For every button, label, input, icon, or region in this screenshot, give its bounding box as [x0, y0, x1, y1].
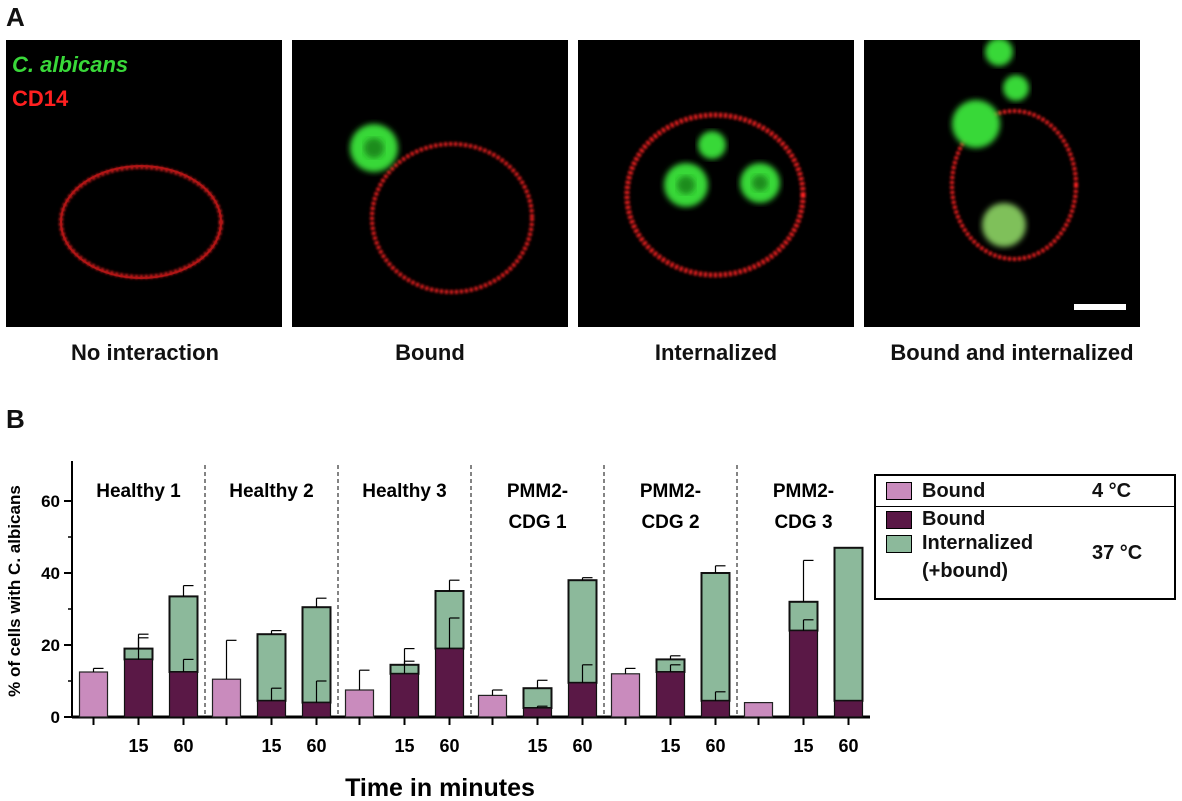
bar-bound-37c [389, 673, 420, 718]
micrograph-no-interaction [6, 40, 282, 327]
caption-no-interaction: No interaction [71, 340, 219, 365]
x-axis-label: Time in minutes [345, 774, 535, 801]
legend-swatch-bound-37c [886, 511, 912, 529]
bar-bound-4c [610, 673, 641, 718]
bar-bound-37c [168, 671, 199, 718]
group-label: PMM2- [773, 481, 834, 502]
bar-bound-37c [788, 629, 819, 718]
x-tick-label: 15 [128, 736, 148, 756]
group-label: CDG 3 [774, 512, 832, 533]
group-label: PMM2- [507, 481, 568, 502]
legend-label-bound-37c: Bound [922, 508, 986, 530]
x-tick-label: 60 [838, 736, 858, 756]
x-tick-label: 60 [705, 736, 725, 756]
bar-bound-37c [567, 682, 598, 718]
bar-bound-37c [123, 658, 154, 718]
bar-bound-37c [301, 701, 332, 718]
y-tick-label: 0 [51, 708, 60, 727]
bar-bound-4c [78, 671, 109, 718]
bar-internalized [700, 572, 731, 702]
y-tick-label: 40 [41, 564, 60, 583]
legend-divider [876, 506, 1174, 507]
group-label: Healthy 3 [362, 481, 446, 502]
group-label: Healthy 2 [229, 481, 313, 502]
legend-temp-37c: 37 °C [1092, 542, 1143, 564]
x-tick-label: 15 [660, 736, 680, 756]
bar-bound-37c [522, 707, 553, 718]
micrograph-bound [292, 40, 568, 327]
caption-internalized: Internalized [654, 340, 778, 365]
x-tick-label: 15 [793, 736, 813, 756]
caption-bound-and-internalized: Bound and internalized [890, 340, 1134, 365]
legend-label-plus-bound: (+bound) [922, 560, 1009, 582]
y-tick-label: 60 [41, 492, 60, 511]
bar-bound-37c [833, 700, 864, 718]
y-axis-label: % of cells with C. albicans [5, 485, 24, 697]
legend-temp-4c: 4 °C [1092, 480, 1132, 502]
group-label: CDG 2 [641, 512, 699, 533]
panel-a-letter: A [6, 2, 25, 32]
chart-legend: Bound 4 °C Bound Internalized (+bound) 3… [874, 474, 1176, 600]
legend-swatch-bound-4c [886, 482, 912, 500]
bar-bound-37c [434, 647, 465, 718]
micrograph-internalized [578, 40, 854, 327]
bar-bound-37c [256, 700, 287, 718]
bar-chart: 0 20 40 60 % of cells with C. albicans Time i… [5, 461, 870, 801]
bar-bound-4c [477, 694, 508, 718]
x-tick-label: 60 [173, 736, 193, 756]
caption-bound: Bound [395, 340, 465, 365]
scale-bar [1074, 304, 1126, 310]
group-label: Healthy 1 [96, 481, 181, 502]
x-tick-label: 15 [394, 736, 414, 756]
legend-label-bound-4c: Bound [922, 480, 986, 502]
x-tick-label: 60 [306, 736, 326, 756]
legend-cd14: CD14 [12, 86, 69, 111]
bar-bound-4c [344, 689, 375, 718]
bar-bound-4c [743, 701, 774, 718]
x-tick-label: 15 [527, 736, 547, 756]
bar-internalized [833, 546, 864, 702]
x-tick-label: 60 [439, 736, 459, 756]
legend-swatch-internalized [886, 535, 912, 553]
group-label: PMM2- [640, 481, 701, 502]
bar-internalized [522, 687, 553, 710]
bar-bound-37c [655, 671, 686, 718]
y-tick-label: 20 [41, 636, 60, 655]
legend-label-internalized: Internalized [922, 532, 1034, 554]
bar-bound-37c [700, 700, 731, 718]
micrograph-bound-and-internalized [864, 40, 1140, 327]
panel-b-letter: B [6, 404, 25, 434]
group-label: CDG 1 [508, 512, 567, 533]
bar-bound-4c [211, 678, 242, 718]
x-tick-label: 60 [572, 736, 592, 756]
legend-c-albicans: C. albicans [12, 52, 129, 77]
x-tick-label: 15 [261, 736, 281, 756]
